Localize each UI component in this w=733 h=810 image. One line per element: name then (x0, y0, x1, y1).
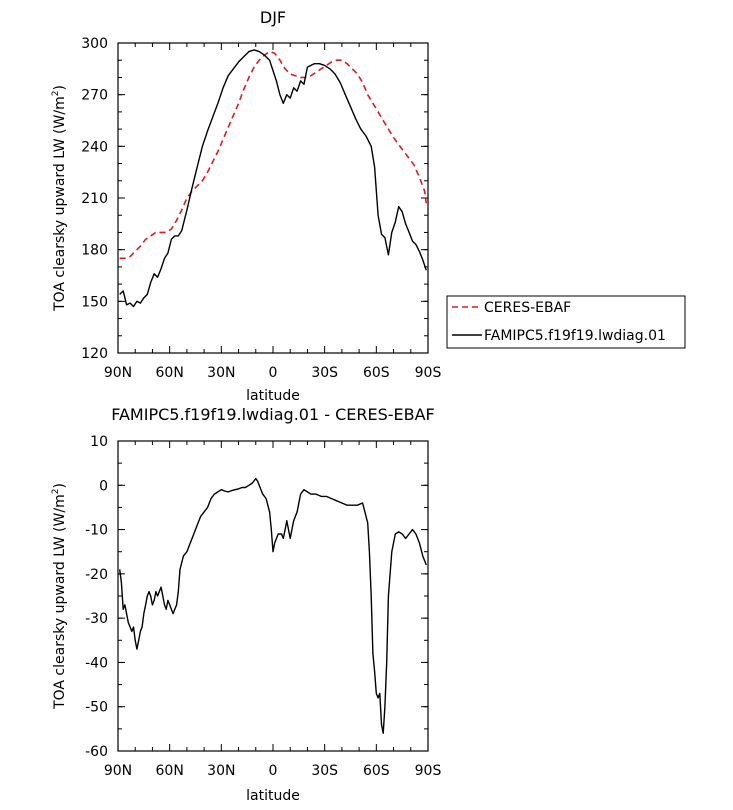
legend-label-model: FAMIPC5.f19f19.lwdiag.01 (484, 328, 666, 344)
top-chart-title: DJF (260, 8, 286, 27)
top-y-axis-label-sup: 2 (51, 91, 61, 97)
bottom-y-axis-label-sup: 2 (51, 489, 61, 495)
y-tick-label: -40 (85, 655, 108, 671)
bottom-x-axis-label: latitude (246, 788, 300, 804)
bottom-series-group (119, 477, 427, 734)
bottom-plot-frame (117, 440, 429, 752)
y-tick-label: 0 (99, 478, 108, 494)
top-x-axis-label: latitude (246, 388, 300, 404)
y-tick-label: 180 (81, 243, 108, 259)
y-tick-label: 270 (81, 88, 108, 104)
y-tick-label: 150 (81, 294, 108, 310)
x-tick-label: 60N (156, 763, 184, 779)
top-ticks: 90N 60N 30N 0 30S 60S 90S 120 150 180 210 240 270 300 (81, 36, 441, 381)
x-tick-label: 60S (363, 763, 390, 779)
y-tick-label: -50 (85, 700, 108, 716)
x-tick-label: 30S (311, 763, 338, 779)
y-tick-label: 210 (81, 191, 108, 207)
y-tick-label: 10 (90, 434, 108, 450)
bottom-y-axis-label: TOA clearsky upward LW (W/m2) (51, 483, 68, 710)
x-tick-label: 90N (104, 763, 132, 779)
legend: CERES-EBAF FAMIPC5.f19f19.lwdiag.01 (446, 295, 686, 349)
bottom-panel: FAMIPC5.f19f19.lwdiag.01 - CERES-EBAF 90… (51, 405, 441, 804)
x-tick-label: 0 (269, 763, 278, 779)
series-line-model-1 (119, 477, 427, 734)
x-tick-label: 90S (415, 763, 442, 779)
y-tick-label: -60 (85, 744, 108, 760)
top-panel: DJF 90N 60N 30N 0 30S 60S 90S 120 150 180 210 240 27… (51, 8, 441, 404)
y-tick-label: 240 (81, 139, 108, 155)
legend-label-ceres: CERES-EBAF (484, 300, 571, 316)
top-series-group (119, 49, 428, 308)
x-tick-label: 60N (156, 365, 184, 381)
bottom-y-axis-label-main: TOA clearsky upward LW (W/m (52, 494, 68, 710)
top-y-axis-label-tail: ) (52, 85, 68, 90)
y-tick-label: -20 (85, 567, 108, 583)
bottom-y-axis-label-tail: ) (52, 483, 68, 488)
x-tick-label: 30N (207, 365, 235, 381)
x-tick-label: 30S (311, 365, 338, 381)
x-tick-label: 90S (415, 365, 442, 381)
top-y-axis-label: TOA clearsky upward LW (W/m2) (51, 85, 68, 312)
y-tick-label: -30 (85, 611, 108, 627)
x-tick-label: 0 (269, 365, 278, 381)
y-tick-label: -10 (85, 523, 108, 539)
legend-box (446, 295, 686, 349)
x-tick-label: 90N (104, 365, 132, 381)
y-tick-label: 300 (81, 36, 108, 52)
bottom-chart-title: FAMIPC5.f19f19.lwdiag.01 - CERES-EBAF (111, 405, 435, 424)
y-tick-label: 120 (81, 346, 108, 362)
x-tick-label: 30N (207, 763, 235, 779)
top-y-axis-label-main: TOA clearsky upward LW (W/m (52, 96, 68, 312)
series-line-ceres-0 (119, 50, 428, 260)
top-plot-frame (117, 42, 429, 354)
bottom-ticks: 90N 60N 30N 0 30S 60S 90S -60 -50 -40 -30 -20 -10 0 10 (85, 434, 441, 779)
series-line-model-0 (119, 49, 427, 308)
x-tick-label: 60S (363, 365, 390, 381)
